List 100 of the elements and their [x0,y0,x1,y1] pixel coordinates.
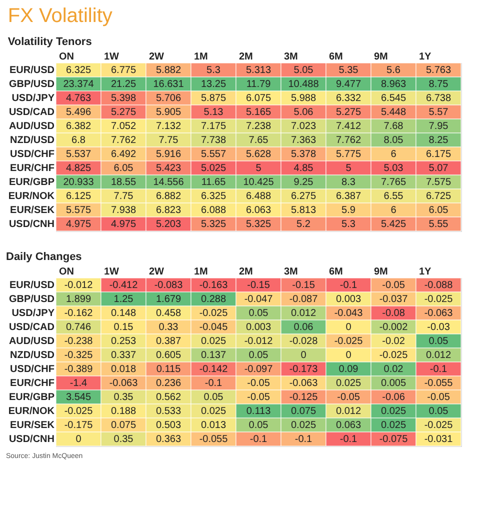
data-label: 7.765 [380,177,406,188]
x-tick-label: 2W [149,52,165,62]
data-label: -0.055 [424,378,454,389]
data-label: 0 [300,350,307,361]
data-label: -0.002 [379,322,408,333]
data-label: 0.533 [156,406,182,417]
data-label: 14.556 [153,177,184,188]
data-label: -0.083 [154,280,184,291]
data-label: -0.1 [340,434,358,445]
data-label: 8.3 [342,177,356,188]
data-label: 0.02 [384,364,404,375]
data-label: 6.488 [246,191,272,202]
data-label: 7.575 [426,177,452,188]
data-label: 6.088 [200,205,226,216]
x-tick-label: 2W [149,266,165,278]
data-label: 5.988 [290,93,316,104]
data-label: 5.275 [336,107,362,118]
data-label: 0 [346,350,352,361]
data-label: 0.012 [336,406,362,417]
data-label: -0.05 [427,392,450,403]
data-label: 7.75 [158,135,179,146]
data-label: -0.412 [109,280,138,291]
y-tick-label: NZD/USD [10,350,54,361]
data-label: 18.55 [110,177,136,188]
data-label: 5 [256,163,262,174]
y-tick-label: USD/JPY [12,93,55,104]
data-label: 0.337 [110,350,136,361]
data-label: -0.03 [427,322,450,333]
data-label: 0.005 [380,378,406,389]
data-label: 5.775 [336,149,362,160]
data-label: -0.025 [424,294,454,305]
data-label: 16.631 [153,79,184,90]
data-label: 0.15 [114,322,134,333]
data-label: -0.1 [204,378,223,389]
data-label: 7.052 [110,121,136,132]
data-label: 5.325 [246,219,272,230]
data-label: -0.173 [289,364,318,375]
data-label: 1.25 [114,294,134,305]
data-label: -0.012 [64,280,94,291]
data-label: -0.08 [382,308,406,319]
data-label: 6 [390,149,397,160]
data-label: 4.85 [294,163,314,174]
data-label: 0.387 [156,336,182,347]
data-label: -0.025 [199,308,228,319]
data-label: 5.6 [386,65,401,76]
data-label: 5.05 [294,65,314,76]
data-label: 8.963 [380,79,406,90]
data-label: 6.275 [290,191,316,202]
data-label: 5.313 [246,65,272,76]
x-tick-label: 1M [194,266,208,278]
x-tick-label: 1Y [419,266,432,278]
data-label: 5.3 [206,65,221,76]
data-label: 0.05 [428,406,449,417]
data-label: 5 [346,163,352,174]
data-label: 0 [346,322,352,333]
y-tick-label: EUR/USD [9,280,54,291]
data-label: 0.025 [200,336,226,347]
data-label: -0.325 [64,350,94,361]
data-label: 7.95 [428,121,449,132]
data-label: 8.25 [428,135,449,146]
data-label: -0.025 [64,406,94,417]
y-tick-label: EUR/NOK [8,406,56,417]
y-tick-label: NZD/USD [10,135,54,146]
data-label: 6.325 [66,65,92,76]
data-label: 11.65 [201,177,226,188]
data-label: 6.325 [200,191,226,202]
data-label: -0.063 [289,378,318,389]
data-label: 5.35 [338,65,359,76]
data-label: -0.389 [64,364,94,375]
data-label: 4.975 [110,219,136,230]
data-label: 4.825 [66,163,92,174]
data-label: 6.738 [426,93,452,104]
x-tick-label: 6M [329,266,343,278]
data-label: 0.018 [110,364,136,375]
data-label: 5.423 [156,163,182,174]
data-label: -0.163 [199,280,228,291]
data-label: -0.1 [294,434,313,445]
data-label: 6.387 [336,191,362,202]
x-tick-label: 1M [194,52,208,62]
data-label: 0.236 [156,378,182,389]
data-label: 7.762 [336,135,362,146]
data-label: 5.325 [200,219,226,230]
data-label: 0.113 [246,406,272,417]
data-label: -0.142 [199,364,228,375]
data-label: 6.775 [110,65,136,76]
data-label: 7.738 [200,135,226,146]
data-label: 0.025 [380,406,406,417]
data-label: 5.13 [204,107,224,118]
data-label: 6.55 [384,191,404,202]
data-label: 5.275 [110,107,136,118]
data-label: 0.458 [156,308,182,319]
data-label: -0.125 [289,392,318,403]
data-label: -0.075 [379,434,408,445]
data-label: 0.063 [336,420,362,431]
data-label: 5.425 [380,219,406,230]
chart-subtitle: Volatility Tenors [8,36,92,48]
y-tick-label: USD/CHF [10,149,54,160]
y-tick-label: AUD/USD [8,121,54,132]
data-label: -0.025 [334,336,364,347]
data-label: 20.933 [63,177,94,188]
